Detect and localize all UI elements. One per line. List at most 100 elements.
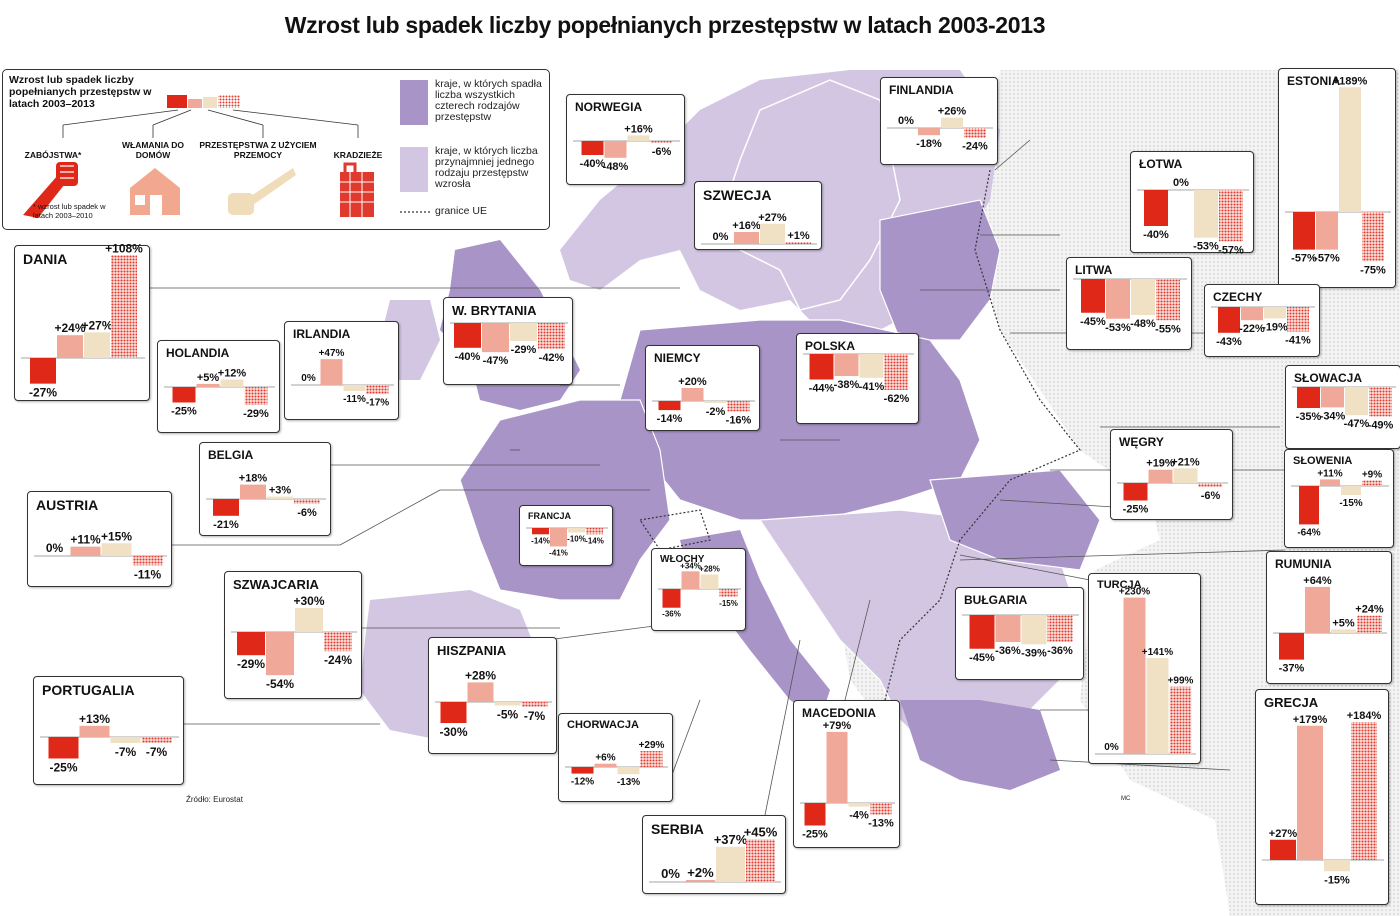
bar-wlamania	[1320, 479, 1340, 486]
value-label: -49%	[1368, 419, 1394, 431]
bar-przemoc	[941, 117, 963, 128]
value-label: +16%	[624, 123, 653, 135]
legend-swatch-decrease	[400, 80, 428, 125]
value-label: 0%	[301, 373, 316, 384]
bar-przemoc	[1324, 860, 1350, 872]
bar-wlamania	[686, 880, 715, 882]
bar-zabojstwa	[571, 767, 594, 774]
country-box-belgia: BELGIA -21% +18% +3% -6%	[199, 442, 331, 536]
value-label: +27%	[1269, 828, 1298, 840]
value-label: -34%	[1320, 410, 1346, 422]
country-bars: -25% +19%+21% -6%	[1117, 456, 1228, 516]
value-label: -11%	[343, 394, 366, 405]
country-name: AUSTRIA	[36, 497, 99, 513]
bar-przemoc	[1264, 307, 1286, 319]
country-name: RUMUNIA	[1275, 557, 1332, 571]
bat-icon	[228, 168, 296, 215]
value-label: -47%	[1344, 418, 1370, 430]
legend-panel: Wzrost lub spadek liczby popełnianych pr…	[2, 69, 550, 230]
value-label: +179%	[1293, 714, 1328, 726]
value-label: -53%	[1193, 241, 1219, 253]
value-label: +99%	[1168, 676, 1194, 687]
country-bars: -21% +18%+3% -6%	[206, 473, 326, 531]
value-label: -16%	[726, 414, 752, 426]
bag-icon	[340, 162, 374, 217]
legend-eu-border-line	[400, 211, 430, 213]
bar-kradzieze	[786, 242, 811, 244]
value-label: -15%	[719, 599, 738, 608]
bar-przemoc	[700, 574, 719, 589]
bar-kradzieze	[1156, 279, 1180, 321]
bar-wlamania	[826, 731, 848, 803]
value-label: +64%	[1303, 575, 1332, 587]
country-bars: -45% -53% -48% -55%	[1073, 278, 1187, 335]
value-label: +27%	[758, 212, 787, 224]
bar-kradzieze	[1169, 686, 1192, 754]
country-box-hiszpania: HISZPANIA -30% +28% -5% -7%	[428, 637, 557, 754]
bar-wlamania	[918, 128, 940, 136]
country-bars: -45%-36% -39% -36%	[962, 614, 1079, 664]
bar-przemoc	[1345, 387, 1368, 416]
country-name: W. BRYTANIA	[452, 303, 537, 318]
bar-przemoc	[1331, 629, 1356, 633]
value-label: 0%	[46, 541, 64, 555]
legend-swatch-increase	[400, 147, 428, 192]
country-bars: -44% -38% -41%-62%	[803, 353, 914, 405]
value-label: +47%	[319, 348, 345, 359]
country-bars: 0% +2% +37%+45%	[649, 824, 781, 883]
value-label: -36%	[995, 645, 1021, 657]
value-label: -29%	[243, 408, 269, 420]
country-box-łotwa: ŁOTWA -40% 0% -53% -57%	[1130, 151, 1254, 256]
house-icon	[130, 168, 180, 215]
value-label: -48%	[603, 161, 629, 173]
bar-wlamania	[1241, 307, 1263, 321]
bar-przemoc	[1173, 468, 1198, 483]
source-note: Źródło: Eurostat	[186, 795, 243, 804]
country-bars: -35%-34%-47%-49%	[1292, 386, 1396, 431]
bar-kradzieze	[1369, 387, 1392, 417]
bar-zabojstwa	[662, 589, 681, 608]
value-label: -45%	[969, 652, 995, 664]
bar-wlamania	[1316, 212, 1338, 250]
bar-wlamania	[240, 484, 266, 499]
value-label: -42%	[539, 352, 565, 364]
value-label: +1%	[787, 230, 810, 242]
bar-zabojstwa	[1218, 307, 1240, 333]
country-name: MACEDONIA	[802, 706, 876, 720]
bar-kradzieze	[870, 803, 892, 815]
baltic-region	[879, 199, 1001, 341]
bar-zabojstwa	[1123, 483, 1148, 501]
value-label: +12%	[218, 368, 247, 380]
value-label: -7%	[524, 709, 546, 723]
value-label: -53%	[1105, 322, 1131, 334]
value-label: +28%	[465, 668, 496, 682]
bar-przemoc	[568, 528, 585, 533]
value-label: -5%	[497, 708, 519, 722]
bar-kradzieze	[650, 141, 673, 144]
legend-label-kradzieze: KRADZIEŻE	[333, 150, 383, 160]
bar-zabojstwa	[1279, 633, 1304, 660]
bar-wlamania	[482, 323, 509, 353]
bar-wlamania	[681, 571, 700, 589]
bar-przemoc	[1194, 190, 1218, 238]
value-label: -36%	[1047, 645, 1073, 657]
country-box-estonia: ESTONIA -57% -57% +189% -75%	[1278, 68, 1396, 288]
value-label: +37%	[714, 832, 748, 847]
value-label: 0%	[1104, 742, 1119, 753]
value-label: -47%	[483, 355, 509, 367]
value-label: -10%	[567, 535, 586, 544]
bar-wlamania	[681, 388, 704, 401]
bar-zabojstwa	[440, 702, 467, 723]
value-label: +34%	[680, 561, 701, 570]
bar-kradzieze	[1219, 190, 1243, 242]
value-label: -6%	[297, 507, 317, 519]
value-label: -44%	[809, 383, 835, 395]
country-bars: 0% +47% -11% -17%	[291, 348, 394, 408]
bar-zabojstwa	[30, 358, 56, 384]
country-bars: -30% +28% -5% -7%	[435, 668, 552, 739]
bar-kradzieze	[746, 839, 775, 882]
value-label: -57%	[1314, 253, 1340, 265]
value-label: -27%	[29, 386, 57, 400]
country-name: PORTUGALIA	[42, 682, 135, 698]
country-name: SŁOWENIA	[1293, 455, 1353, 467]
